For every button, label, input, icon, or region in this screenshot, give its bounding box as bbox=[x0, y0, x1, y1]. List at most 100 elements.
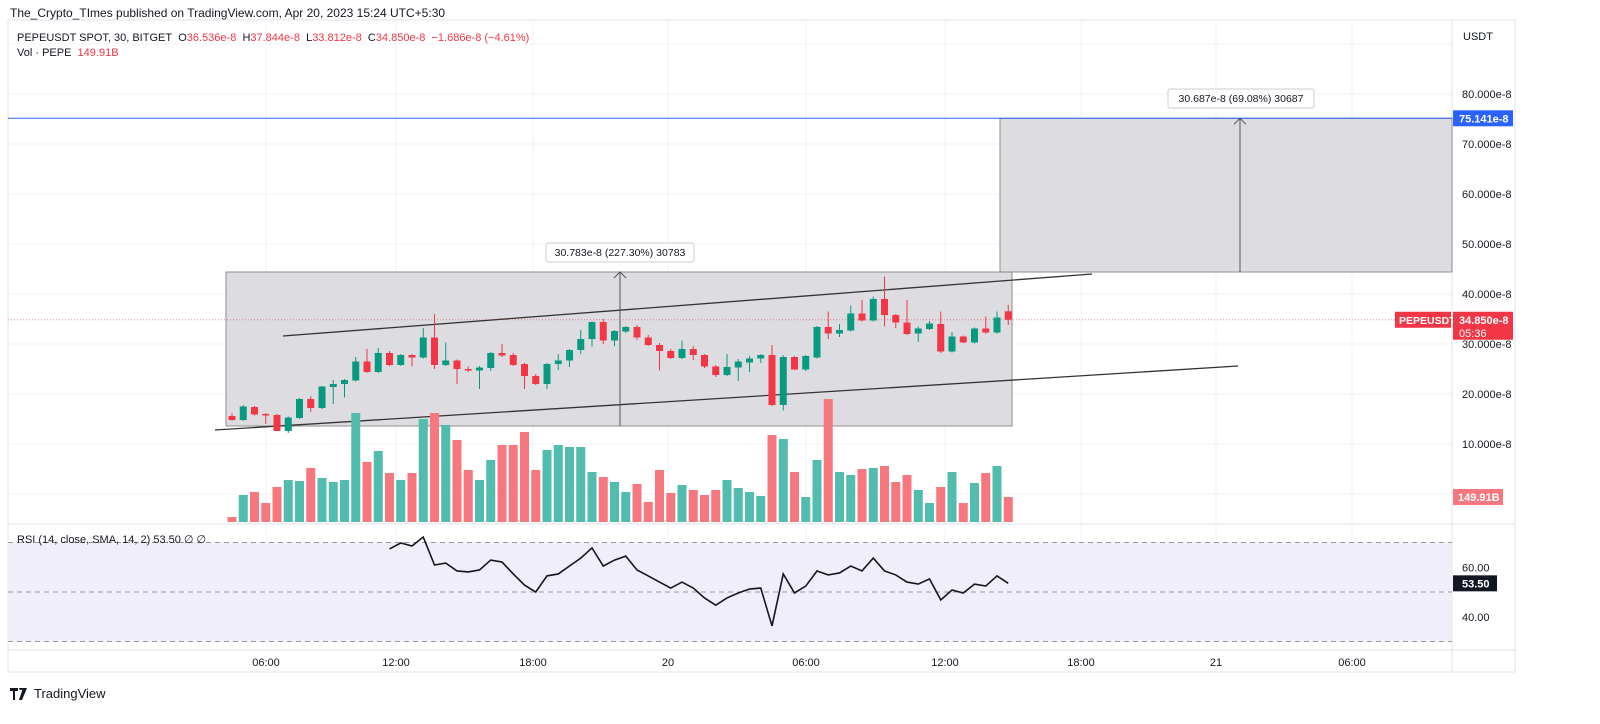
volume-bar bbox=[385, 473, 394, 522]
tradingview-footer: TradingView bbox=[10, 686, 106, 701]
volume-bar bbox=[553, 445, 563, 522]
volume-bar bbox=[328, 482, 338, 522]
volume-bar bbox=[351, 413, 361, 522]
volume-bar bbox=[936, 487, 946, 522]
volume-bar bbox=[981, 473, 991, 522]
candle-body bbox=[509, 355, 517, 365]
range-label-box-1 bbox=[545, 242, 695, 263]
volume-bar bbox=[261, 503, 271, 522]
volume-bar bbox=[902, 475, 912, 522]
volume-bar bbox=[733, 488, 743, 522]
volume-bar bbox=[306, 468, 316, 522]
candle-body bbox=[644, 337, 652, 345]
time-tick-label: 06:00 bbox=[252, 657, 280, 669]
candle-body bbox=[386, 353, 393, 365]
volume-bar bbox=[812, 460, 822, 522]
volume-bar bbox=[970, 483, 979, 522]
candle-body bbox=[1004, 311, 1012, 320]
candle-body bbox=[656, 345, 663, 351]
brand-name: TradingView bbox=[34, 686, 106, 701]
candle-body bbox=[296, 399, 303, 418]
candle-body bbox=[802, 356, 810, 370]
volume-bar bbox=[295, 481, 304, 522]
candle-body bbox=[453, 360, 461, 369]
rsi-legend[interactable]: RSI (14, close, SMA, 14, 2) 53.50 ∅ ∅ bbox=[17, 534, 207, 546]
rsi-pane: 60.00 40.00 53.50 bbox=[8, 535, 1497, 642]
volume-legend: Vol · PEPE 149.91B bbox=[17, 47, 119, 59]
rsi-value-badge bbox=[1453, 575, 1497, 592]
candle-body bbox=[341, 380, 348, 384]
tradingview-logo-icon bbox=[10, 687, 27, 700]
candle-body bbox=[543, 364, 551, 384]
volume-bar bbox=[283, 480, 293, 522]
candle-body bbox=[239, 406, 247, 420]
volume-bar bbox=[520, 432, 529, 522]
price-tick-label: 20.000e-8 bbox=[1462, 389, 1512, 401]
bar-countdown-label: 05:36 bbox=[1459, 328, 1487, 340]
candle-body bbox=[948, 336, 956, 352]
time-tick-label: 06:00 bbox=[1338, 657, 1366, 669]
candle-body bbox=[982, 328, 990, 333]
volume-bar bbox=[396, 480, 406, 522]
volume-bar bbox=[250, 492, 259, 522]
candle-body bbox=[836, 330, 843, 334]
last-price-badge bbox=[1453, 311, 1513, 340]
high-value: 37.844e-8 bbox=[250, 32, 300, 44]
time-tick-label: 18:00 bbox=[1067, 657, 1095, 669]
volume-bar bbox=[947, 472, 957, 522]
candle-body bbox=[937, 324, 945, 352]
volume-bar bbox=[700, 495, 709, 522]
candle-body bbox=[734, 361, 742, 368]
published-header: The_Crypto_TImes published on TradingVie… bbox=[10, 6, 446, 20]
candle-body bbox=[228, 416, 236, 420]
high-label: H bbox=[242, 32, 251, 44]
volume-bar bbox=[790, 472, 799, 522]
candle-body bbox=[363, 361, 371, 372]
price-axis-unit: USDT bbox=[1463, 31, 1493, 43]
symbol-tag-badge bbox=[1395, 311, 1451, 328]
volume-bar bbox=[688, 490, 698, 522]
candle-body bbox=[971, 328, 978, 343]
candle-body bbox=[689, 349, 697, 355]
volume-bar bbox=[925, 503, 934, 522]
volume-bar bbox=[227, 517, 237, 522]
candle-body bbox=[903, 322, 911, 334]
channel-upper-line bbox=[282, 273, 1093, 337]
candle-body bbox=[824, 327, 832, 334]
drawings: 30.783e-8 (227.30%) 30783 30.687e-8 (69.0… bbox=[8, 88, 1453, 431]
close-label: C bbox=[367, 32, 376, 44]
candle-body bbox=[251, 407, 258, 415]
candle-body bbox=[847, 313, 855, 331]
open-value: 36.536e-8 bbox=[186, 32, 237, 44]
volume-bar bbox=[778, 439, 788, 522]
candle-body bbox=[554, 360, 562, 364]
volume-label[interactable]: Vol · PEPE bbox=[17, 47, 72, 59]
volume-bar bbox=[745, 492, 754, 522]
rsi-line bbox=[389, 535, 1009, 627]
symbol-legend: PEPEUSDT SPOT, 30, BITGET O36.536e-8 H37… bbox=[17, 32, 529, 44]
volume-bars bbox=[227, 399, 1013, 522]
volume-bar bbox=[801, 497, 811, 522]
candle-body bbox=[476, 367, 483, 371]
volume-bar bbox=[475, 480, 484, 522]
volume-bar bbox=[565, 447, 574, 522]
volume-bar bbox=[407, 473, 417, 522]
close-value: 34.850e-8 bbox=[375, 32, 426, 44]
price-tick-label: 40.000e-8 bbox=[1462, 289, 1512, 301]
candle-body bbox=[329, 384, 337, 387]
symbol-label[interactable]: PEPEUSDT SPOT, 30, BITGET bbox=[17, 32, 173, 44]
candle-body bbox=[892, 315, 900, 323]
candle-body bbox=[577, 339, 585, 350]
volume-bar bbox=[880, 466, 889, 522]
range-label-box-2 bbox=[1167, 88, 1315, 109]
chart-frame bbox=[7, 19, 1516, 673]
candle-body bbox=[273, 415, 281, 431]
candle-body bbox=[442, 360, 450, 365]
arrow-head-icon bbox=[613, 271, 627, 279]
volume-bar bbox=[531, 470, 541, 522]
volume-bar bbox=[598, 477, 608, 522]
candle-body bbox=[858, 313, 866, 321]
candle-body bbox=[993, 317, 1001, 333]
